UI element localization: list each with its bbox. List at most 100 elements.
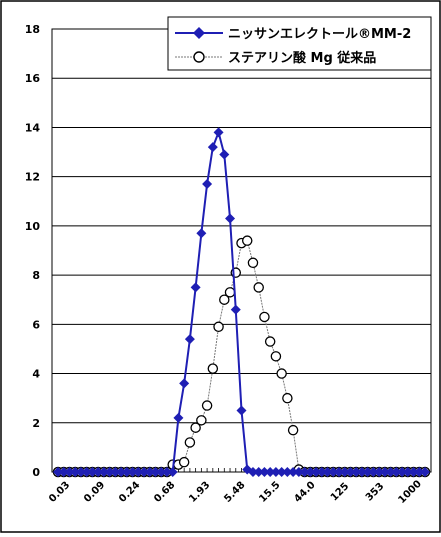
- series-1-point: [345, 467, 356, 477]
- y-tick-label: 18: [25, 23, 40, 36]
- series-1-point: [179, 378, 190, 389]
- series-2-point: [247, 257, 259, 269]
- y-tick-label: 6: [32, 318, 40, 331]
- series-1-point: [230, 304, 241, 315]
- series-1-point: [104, 467, 115, 477]
- y-tick-label: 8: [32, 269, 40, 282]
- series-1-point: [299, 467, 310, 477]
- series-1-point: [225, 213, 236, 224]
- series-1-point: [167, 467, 178, 477]
- series-1-point: [293, 467, 304, 477]
- series-1-point: [402, 467, 413, 477]
- series-1-point: [64, 467, 75, 477]
- series-1-point: [116, 467, 127, 477]
- y-tick-label: 0: [32, 466, 40, 479]
- series-2-point: [253, 282, 264, 293]
- series-2-point: [241, 235, 253, 246]
- series-1-point: [385, 467, 396, 477]
- series-1-point: [184, 334, 195, 345]
- series-1-point: [374, 467, 385, 477]
- series-1-point: [161, 467, 172, 477]
- series-1-point: [144, 467, 155, 477]
- series-1-point: [379, 467, 390, 477]
- y-axis-ticks: 0 2 4 6 8 10 12 14 16 18: [25, 23, 41, 479]
- series-2-point: [264, 336, 276, 347]
- series-1-point: [414, 467, 425, 477]
- series-1-point: [150, 467, 161, 477]
- series-1-point: [282, 467, 293, 477]
- series-1-point: [98, 467, 109, 477]
- legend: ニッサンエレクトール®MM-2 ステアリン酸 Mg 従来品: [167, 16, 432, 71]
- legend-label-series-2: ステアリン酸 Mg 従来品: [228, 50, 376, 66]
- series-2-point: [207, 363, 219, 374]
- series-1-point: [408, 467, 419, 477]
- series-1-point: [139, 467, 150, 477]
- series-2-point: [178, 456, 190, 468]
- series-1-point: [420, 467, 430, 477]
- series-1-point: [70, 467, 81, 477]
- series-2-point: [282, 392, 293, 404]
- series-1-point: [259, 467, 270, 477]
- series-1-point: [219, 149, 230, 160]
- series-1-point: [351, 467, 362, 477]
- series-2-point: [213, 321, 224, 333]
- series-1-point: [121, 467, 132, 477]
- series-2-point: [287, 424, 299, 436]
- series-2-point: [270, 351, 282, 362]
- series-1-point: [213, 127, 224, 138]
- y-tick-label: 16: [25, 72, 41, 85]
- series-2-point: [219, 294, 230, 305]
- legend-label-series-1: ニッサンエレクトール®MM-2: [228, 27, 411, 42]
- series-1-point: [362, 467, 373, 477]
- series-2-point: [184, 437, 196, 448]
- series-1-point: [368, 467, 379, 477]
- series-1-point: [397, 467, 408, 477]
- y-tick-label: 10: [25, 220, 41, 233]
- series-1-point: [207, 142, 218, 153]
- series-2-point: [196, 415, 207, 426]
- legend-box: [167, 16, 432, 71]
- legend-marker-series-1: [193, 27, 205, 39]
- series-1-point: [288, 467, 299, 477]
- legend-marker-series-2: [193, 51, 205, 63]
- series-1-point: [202, 179, 213, 190]
- series-1-point: [311, 467, 322, 477]
- series-1-point: [316, 467, 327, 477]
- series-1-point: [81, 467, 92, 477]
- series-1-point: [173, 412, 184, 423]
- series-1-point: [333, 467, 344, 477]
- series-1-point: [196, 228, 207, 239]
- series-1-point: [87, 467, 98, 477]
- series-1-point: [328, 467, 339, 477]
- y-tick-label: 2: [32, 417, 40, 430]
- y-tick-label: 14: [25, 121, 41, 134]
- y-tick-label: 12: [25, 171, 40, 184]
- series-group: [52, 127, 431, 478]
- series-1-point: [93, 467, 104, 477]
- series-1-point: [236, 405, 247, 416]
- series-1-point: [305, 467, 316, 477]
- series-1-point: [190, 282, 201, 293]
- series-1-point: [276, 467, 287, 477]
- series-2-point: [276, 368, 287, 379]
- series-1-point: [58, 467, 69, 477]
- series-2-point: [190, 422, 201, 433]
- series-2-point: [224, 287, 236, 298]
- series-1-point: [356, 467, 367, 477]
- series-1-point: [75, 467, 86, 477]
- series-1-point: [339, 467, 350, 477]
- series-1-point: [127, 467, 138, 477]
- series-1-point: [133, 467, 144, 477]
- series-2-point: [259, 311, 270, 323]
- series-1-point: [110, 467, 121, 477]
- series-1-point: [265, 467, 276, 477]
- y-tick-label: 4: [32, 368, 40, 381]
- series-1-point: [253, 467, 264, 477]
- series-1-point: [247, 467, 258, 477]
- series-1-point: [53, 467, 63, 477]
- series-1-point: [156, 467, 167, 477]
- series-1-point: [322, 467, 333, 477]
- series-2-point: [201, 400, 213, 411]
